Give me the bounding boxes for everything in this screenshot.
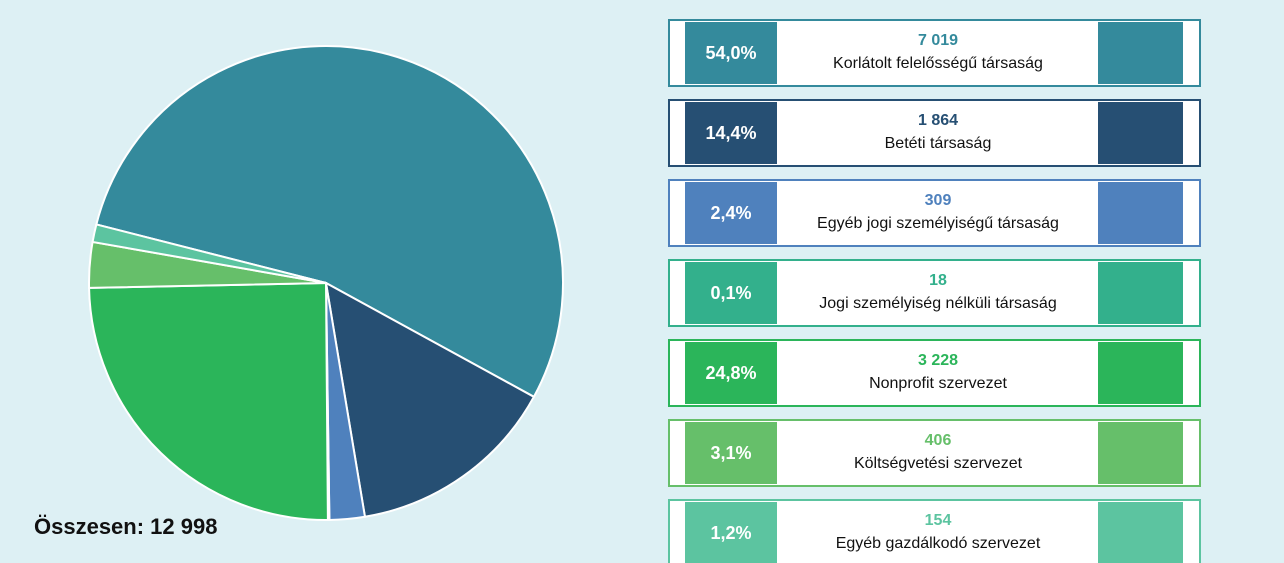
count-label: 406	[925, 432, 952, 449]
count-label: 154	[925, 512, 952, 529]
percent-block	[685, 262, 777, 324]
count-label: 3 228	[918, 352, 958, 369]
percent-block	[685, 422, 777, 484]
pie-slice	[91, 223, 327, 284]
count-block	[1098, 102, 1183, 164]
percent-block	[685, 102, 777, 164]
pie-slice	[88, 281, 329, 521]
count-block	[1098, 502, 1183, 563]
count-block	[1098, 22, 1183, 84]
category-label: Egyéb gazdálkodó szervezet	[836, 535, 1041, 552]
total-label: Összesen: 12 998	[34, 514, 217, 539]
count-block	[1098, 262, 1183, 324]
percent-label: 3,1%	[710, 443, 751, 463]
percent-label: 1,2%	[710, 523, 751, 543]
category-label: Jogi személyiség nélküli társaság	[819, 295, 1056, 312]
percent-label: 54,0%	[705, 43, 756, 63]
category-label: Betéti társaság	[885, 135, 992, 152]
pie-slice	[95, 45, 564, 399]
percent-block	[685, 342, 777, 404]
count-block	[1098, 342, 1183, 404]
count-label: 18	[929, 272, 947, 289]
percent-block	[685, 22, 777, 84]
percent-block	[685, 182, 777, 244]
percent-label: 0,1%	[710, 283, 751, 303]
count-block	[1098, 422, 1183, 484]
percent-block	[685, 502, 777, 563]
category-label: Nonprofit szervezet	[869, 375, 1007, 392]
count-label: 7 019	[918, 32, 958, 49]
percent-label: 24,8%	[705, 363, 756, 383]
pie-slice	[324, 281, 536, 518]
category-label: Korlátolt felelősségű társaság	[833, 55, 1043, 72]
count-block	[1098, 182, 1183, 244]
category-label: Költségvetési szervezet	[854, 455, 1023, 472]
category-label: Egyéb jogi személyiségű társaság	[817, 215, 1059, 232]
count-label: 1 864	[918, 112, 958, 129]
percent-label: 14,4%	[705, 123, 756, 143]
count-label: 309	[925, 192, 952, 209]
percent-label: 2,4%	[710, 203, 751, 223]
